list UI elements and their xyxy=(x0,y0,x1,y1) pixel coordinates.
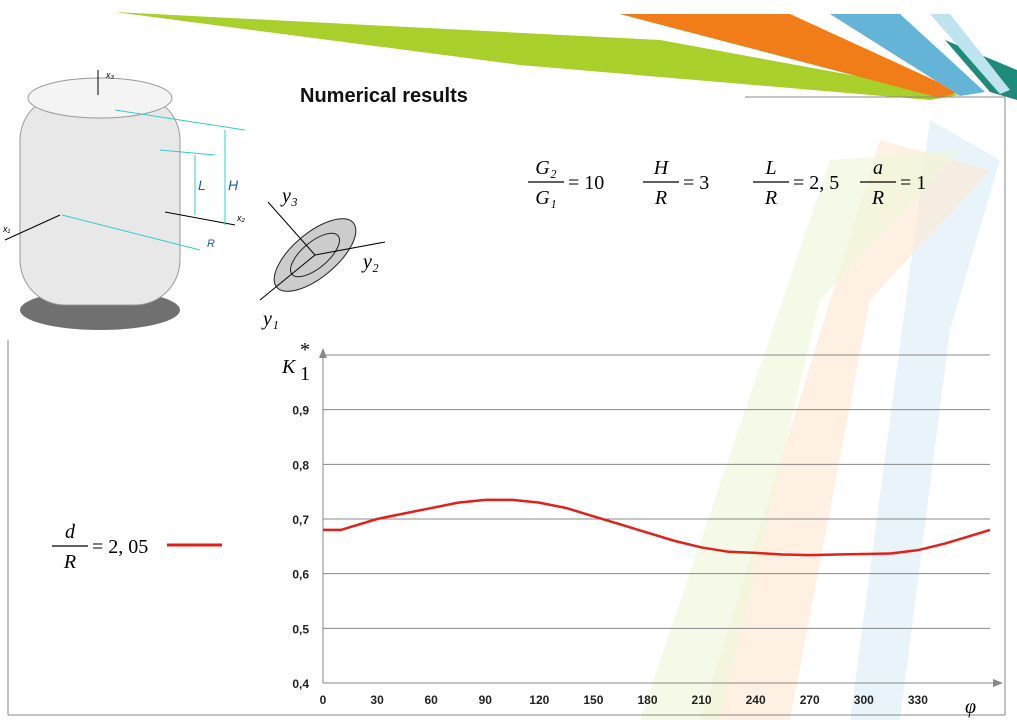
x-tick-label: 150 xyxy=(583,693,603,707)
y-tick-label: 0,7 xyxy=(292,513,309,527)
dimension-label: H xyxy=(228,177,239,193)
denominator: G₁ xyxy=(535,187,556,209)
axis-label: x₂ xyxy=(236,213,246,223)
axis-label: y₁ xyxy=(261,308,279,330)
y-tick-label: 0,8 xyxy=(292,458,309,472)
y-tick-label: 0,9 xyxy=(292,404,309,418)
arrow xyxy=(993,679,1003,687)
x-tick-label: 210 xyxy=(692,693,712,707)
x-tick-label: 90 xyxy=(479,693,493,707)
rhs: = 10 xyxy=(568,172,604,194)
heading: Numerical results xyxy=(300,85,468,107)
axis-label: y₃ xyxy=(280,185,298,207)
rhs: = 1 xyxy=(900,172,926,194)
x-tick-label: 60 xyxy=(424,693,438,707)
legend: dR = 2, 05 xyxy=(52,521,222,573)
cylinder-figure: x₃ x₁ x₂ L H R xyxy=(2,70,246,330)
x-tick-label: 0 xyxy=(320,693,327,707)
x-tick-label: 120 xyxy=(529,693,549,707)
rhs: = 2, 5 xyxy=(793,172,839,194)
rhs: = 2, 05 xyxy=(92,536,148,558)
dimension-label: L xyxy=(198,177,206,193)
x-tick-label: 330 xyxy=(908,693,928,707)
rhs: = 3 xyxy=(683,172,709,194)
denominator: R xyxy=(871,187,884,209)
dimension-label: R xyxy=(207,238,215,250)
numerator: L xyxy=(764,157,776,179)
numerator: d xyxy=(65,521,76,543)
numerator: a xyxy=(873,157,883,179)
slide: Numerical results x₃ x₁ x₂ L H R y₃ y₂ y… xyxy=(0,0,1017,720)
x-tick-label: 300 xyxy=(854,693,874,707)
axis-label: x₃ xyxy=(105,70,115,80)
numerator: H xyxy=(653,157,670,179)
numerator: G₂ xyxy=(535,157,556,179)
y-axis-title: K xyxy=(281,356,297,378)
x-axis-title: φ xyxy=(965,696,976,718)
y-axis-title-sup: * xyxy=(300,339,310,361)
arrow xyxy=(319,348,327,358)
y-tick-label: 0,5 xyxy=(292,622,309,636)
x-tick-label: 240 xyxy=(746,693,766,707)
axis-label: y₂ xyxy=(361,251,379,273)
y-tick-label: 0,4 xyxy=(292,677,309,691)
axis-label: x₁ xyxy=(2,224,11,234)
x-tick-label: 180 xyxy=(637,693,657,707)
denominator: R xyxy=(63,551,76,573)
disc-figure: y₃ y₂ y₁ xyxy=(260,185,385,330)
decoration xyxy=(115,12,1017,720)
x-tick-label: 30 xyxy=(370,693,384,707)
y-axis-title-sub: 1 xyxy=(300,363,310,385)
denominator: R xyxy=(654,187,667,209)
y-tick-label: 0,6 xyxy=(292,568,309,582)
x-tick-label: 270 xyxy=(800,693,820,707)
denominator: R xyxy=(764,187,777,209)
